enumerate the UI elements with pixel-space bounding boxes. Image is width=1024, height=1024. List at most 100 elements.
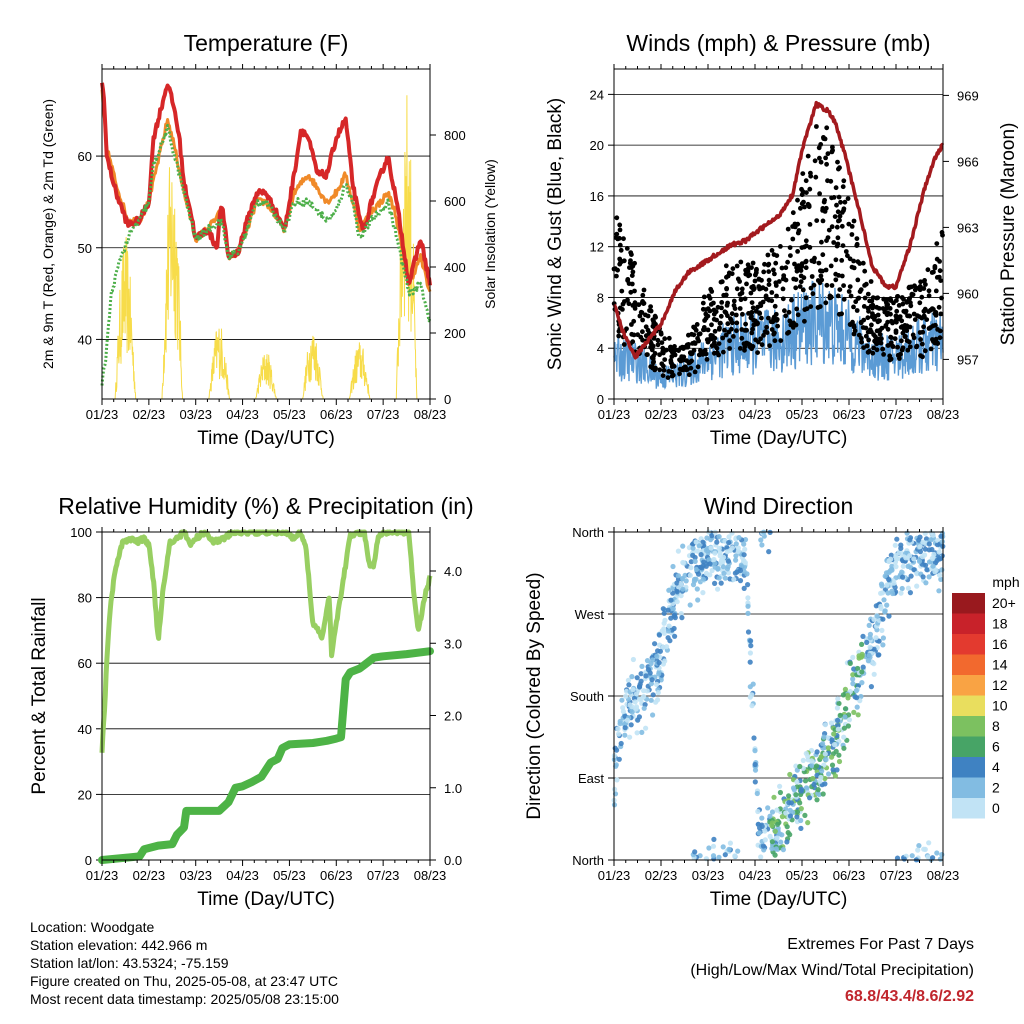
wdir-direction-point	[698, 552, 704, 558]
wind-gust-point	[788, 253, 793, 258]
wdir-direction-point	[930, 855, 936, 861]
temp-series-line	[100, 82, 432, 286]
wind-gust-point	[907, 296, 912, 301]
wdir-direction-point	[916, 843, 922, 849]
wdir-direction-point	[695, 571, 702, 577]
rh-ytick-label: 40	[78, 722, 92, 737]
wdir-direction-point	[811, 781, 817, 788]
wind-gust-point	[848, 293, 854, 299]
wdir-direction-point	[815, 787, 821, 793]
wind-gust-point	[840, 243, 846, 249]
wdir-legend-swatch	[952, 777, 985, 798]
wdir-direction-point	[813, 763, 820, 769]
wind-gust-point	[837, 165, 842, 171]
wdir-direction-point	[721, 570, 727, 576]
temp-series-line	[100, 123, 432, 386]
wdir-direction-point	[725, 570, 732, 576]
wind-gust-point	[842, 199, 848, 205]
wind-gust-point	[918, 279, 923, 285]
wdir-direction-point	[925, 854, 931, 860]
wdir-direction-point	[819, 768, 825, 774]
wind-gust-point	[719, 305, 724, 311]
wdir-direction-point	[822, 722, 829, 728]
wind-gust-point	[716, 352, 721, 358]
rh-xtick-label: 04/23	[226, 868, 259, 883]
wind-gust-point	[839, 311, 844, 317]
wind-gust-point	[839, 223, 845, 229]
wind-gust-point	[845, 196, 851, 202]
wind-gust-point	[648, 304, 653, 309]
wdir-ytick-label: South	[570, 689, 604, 704]
wind-gust-point	[857, 289, 863, 294]
rh-ytick-label: 80	[78, 591, 92, 606]
wind-gust-point	[855, 259, 861, 265]
wind-gust-point	[640, 300, 645, 305]
wind-gust-point	[721, 292, 727, 298]
wdir-direction-point	[710, 853, 717, 859]
wdir-direction-point	[668, 597, 674, 603]
wind-gust-point	[797, 284, 803, 289]
wind-gust-point	[747, 272, 753, 278]
wind-gust-point	[871, 332, 877, 338]
rh-xlabel: Time (Day/UTC)	[197, 889, 335, 910]
wdir-direction-point	[836, 758, 843, 765]
wdir-direction-point	[822, 781, 828, 787]
wind-gust-point	[839, 273, 845, 279]
wdir-direction-point	[656, 671, 662, 677]
wdir-direction-point	[634, 730, 640, 736]
rh-y2tick-label: 1.0	[444, 781, 462, 796]
wdir-direction-point	[737, 567, 744, 574]
wind-gust-point	[923, 282, 928, 287]
wind-gust-point	[630, 339, 636, 345]
wind-gust-point	[799, 186, 804, 192]
wind-gust-point	[652, 367, 658, 373]
wdir-direction-point	[850, 654, 856, 661]
wdir-legend-label: 12	[992, 677, 1008, 693]
wdir-direction-point	[842, 714, 848, 720]
temp-xlabel: Time (Day/UTC)	[197, 428, 335, 449]
wdir-direction-point	[741, 585, 747, 592]
wind-gust-point	[780, 286, 786, 292]
wdir-direction-point	[614, 777, 620, 783]
wind-gust-point	[814, 218, 820, 224]
wind-gust-point	[863, 333, 869, 339]
wind-xtick-label: 07/23	[880, 407, 913, 422]
wdir-direction-point	[670, 563, 676, 570]
wind-gust-point	[757, 311, 763, 316]
wdir-direction-point	[714, 539, 720, 545]
wdir-direction-point	[916, 537, 922, 543]
wdir-direction-point	[937, 572, 943, 578]
wind-gust-point	[632, 300, 638, 306]
rh-y2tick-label: 3.0	[444, 636, 462, 651]
wind-y2tick-label: 957	[957, 352, 979, 367]
wind-gust-point	[651, 353, 656, 359]
wdir-direction-point	[626, 682, 632, 688]
wdir-direction-point	[703, 547, 710, 553]
wdir-direction-point	[674, 599, 680, 605]
wind-gust-point	[888, 340, 894, 346]
wdir-direction-point	[924, 567, 930, 573]
wind-gust-point	[824, 125, 830, 131]
wdir-direction-point	[747, 650, 754, 656]
wdir-xtick-label: 04/23	[739, 868, 772, 883]
wdir-legend-label: 2	[992, 780, 1000, 796]
wind-gust-point	[716, 341, 722, 346]
wdir-direction-point	[613, 762, 619, 768]
wdir-direction-point	[709, 567, 715, 574]
wdir-direction-point	[845, 723, 852, 729]
wind-gust-point	[841, 178, 847, 184]
wdir-title: Wind Direction	[704, 493, 854, 519]
wdir-direction-point	[923, 580, 929, 586]
wind-gust-point	[854, 241, 860, 247]
wind-gust-point	[684, 342, 690, 348]
wdir-direction-point	[749, 703, 755, 709]
wind-gust-point	[828, 263, 834, 269]
wdir-direction-point	[922, 552, 928, 558]
wind-gust-point	[866, 337, 871, 343]
wdir-direction-point	[632, 699, 638, 705]
wdir-direction-point	[679, 575, 686, 582]
wind-gust-point	[793, 285, 799, 291]
wdir-direction-point	[656, 660, 662, 666]
wind-gust-point	[744, 281, 749, 287]
wind-gust-point	[772, 330, 777, 336]
